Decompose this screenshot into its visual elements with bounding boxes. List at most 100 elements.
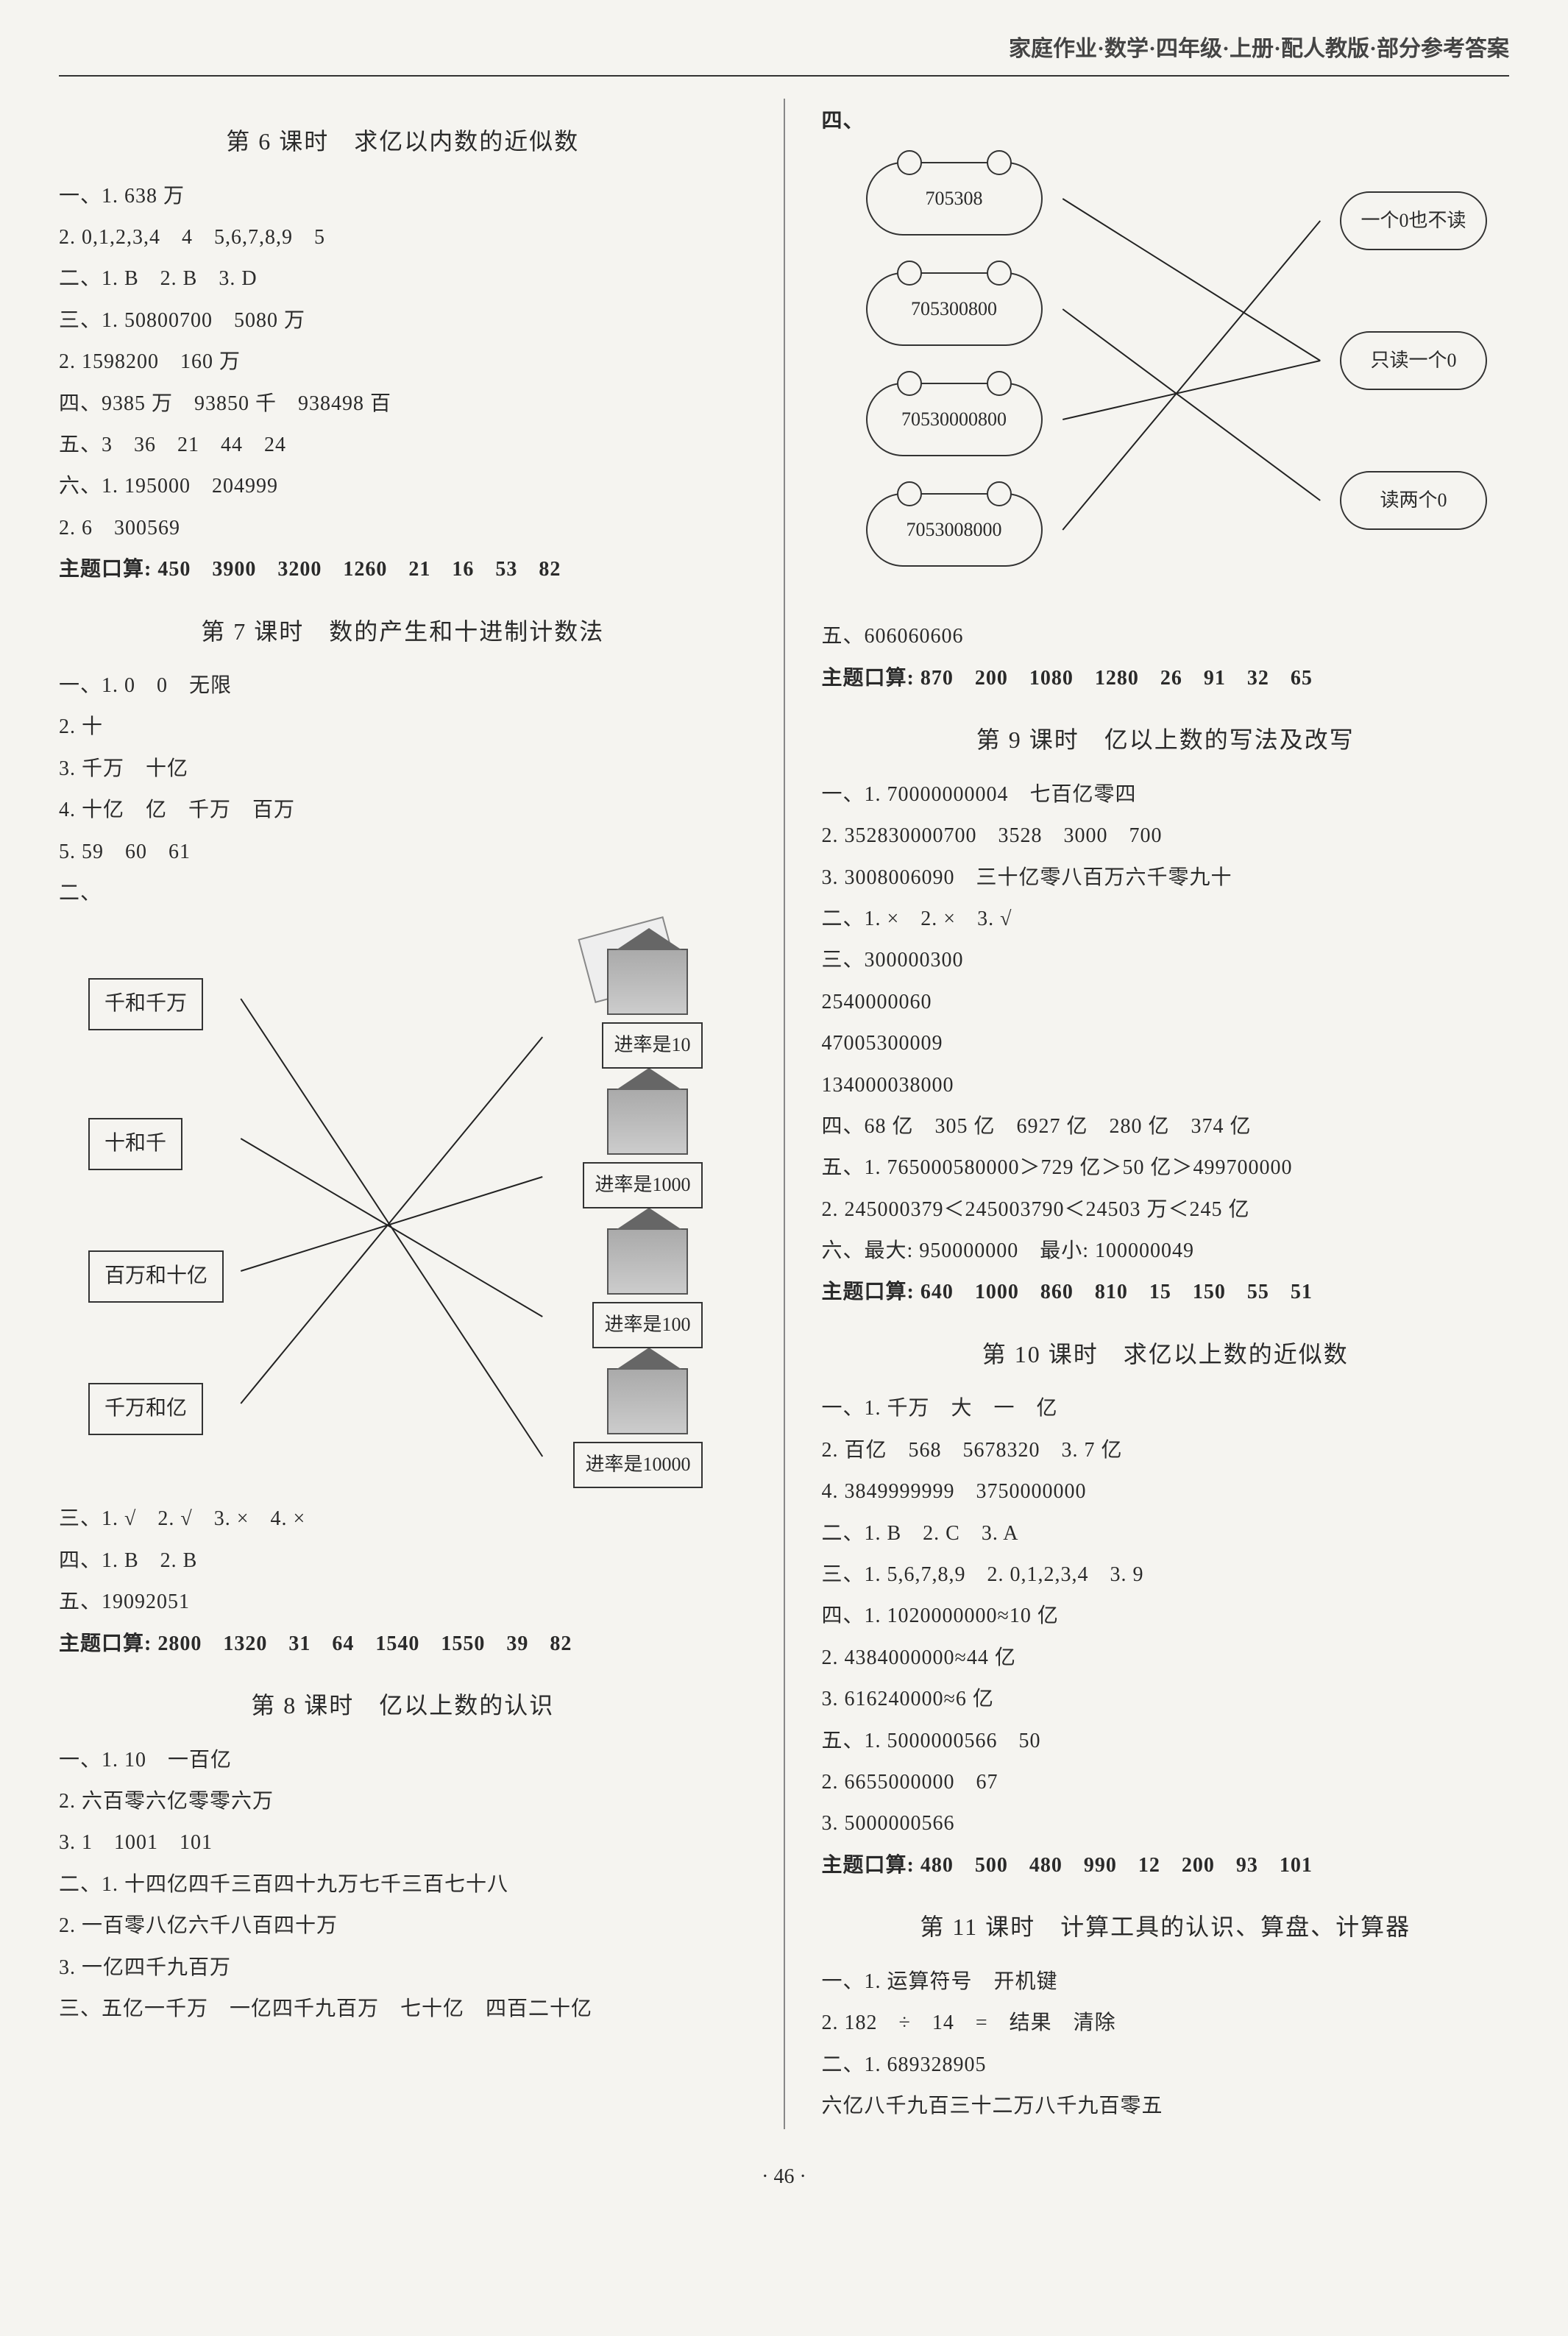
cloud-number: 7053008000 — [866, 493, 1043, 567]
lesson8-body: 一、1. 10 一百亿 2. 六百零六亿零零六万 3. 1 1001 101 二、1.… — [59, 1742, 747, 2028]
text-line: 二、1. 689328905 — [822, 2047, 1510, 2084]
text-line: 2. 0,1,2,3,4 4 5,6,7,8,9 5 — [59, 219, 747, 256]
text-line: 二、1. B 2. B 3. D — [59, 261, 747, 297]
text-line: 3. 一亿四千九百万 — [59, 1950, 747, 1986]
lesson11-title: 第 11 课时 计算工具的认识、算盘、计算器 — [822, 1906, 1510, 1949]
text-line: 2. 6 300569 — [59, 510, 747, 547]
text-line: 2. 百亿 568 5678320 3. 7 亿 — [822, 1432, 1510, 1469]
cloud-number: 705300800 — [866, 272, 1043, 346]
text-line: 二、1. × 2. × 3. √ — [822, 901, 1510, 938]
match-right-box: 进率是100 — [592, 1302, 702, 1348]
right-column: 四、 705308 705300800 70530000800 7053008000 一… — [822, 99, 1510, 2129]
house-icon — [607, 1228, 688, 1295]
text-line: 134000038000 — [822, 1067, 1510, 1104]
text-line: 三、1. √ 2. √ 3. × 4. × — [59, 1501, 747, 1537]
text-line: 四、68 亿 305 亿 6927 亿 280 亿 374 亿 — [822, 1108, 1510, 1145]
text-line: 四、1. B 2. B — [59, 1543, 747, 1579]
cloud-answer: 读两个0 — [1340, 471, 1487, 530]
text-line: 2. 4384000000≈44 亿 — [822, 1640, 1510, 1677]
text-line: 4. 3849999999 3750000000 — [822, 1473, 1510, 1510]
text-line: 主题口算: 870 200 1080 1280 26 91 32 65 — [822, 660, 1510, 697]
match-right-box: 进率是10 — [602, 1022, 702, 1069]
text-line: 2. 6655000000 67 — [822, 1764, 1510, 1801]
match-left-box: 千和千万 — [88, 978, 203, 1030]
text-line: 一、1. 10 一百亿 — [59, 1742, 747, 1779]
text-line: 五、3 36 21 44 24 — [59, 427, 747, 464]
text-line: 2540000060 — [822, 984, 1510, 1021]
text-line: 3. 3008006090 三十亿零八百万六千零九十 — [822, 860, 1510, 896]
lesson10-body: 一、1. 千万 大 一 亿 2. 百亿 568 5678320 3. 7 亿 4. … — [822, 1390, 1510, 1884]
text-line: 三、1. 5,6,7,8,9 2. 0,1,2,3,4 3. 9 — [822, 1557, 1510, 1593]
two-column-layout: 第 6 课时 求亿以内数的近似数 一、1. 638 万 2. 0,1,2,3,4 … — [59, 99, 1509, 2129]
lesson7-bottom: 三、1. √ 2. √ 3. × 4. × 四、1. B 2. B 五、190920… — [59, 1501, 747, 1663]
house-icon — [607, 1368, 688, 1434]
text-line: 二、1. B 2. C 3. A — [822, 1515, 1510, 1552]
text-line: 2. 六百零六亿零零六万 — [59, 1783, 747, 1820]
lesson6-body: 一、1. 638 万 2. 0,1,2,3,4 4 5,6,7,8,9 5 二、1.… — [59, 178, 747, 589]
lesson10-title: 第 10 课时 求亿以上数的近似数 — [822, 1334, 1510, 1376]
left-column: 第 6 课时 求亿以内数的近似数 一、1. 638 万 2. 0,1,2,3,4 … — [59, 99, 747, 2129]
text-line: 一、1. 70000000004 七百亿零四 — [822, 776, 1510, 813]
text-line: 一、1. 638 万 — [59, 178, 747, 215]
text-line: 二、1. 十四亿四千三百四十九万七千三百七十八 — [59, 1866, 747, 1903]
lesson8-cloud-diagram: 705308 705300800 70530000800 7053008000 一个0也… — [822, 147, 1510, 604]
house-icon — [607, 1089, 688, 1155]
lesson7-title: 第 7 课时 数的产生和十进制计数法 — [59, 611, 747, 654]
text-line: 47005300009 — [822, 1025, 1510, 1062]
lesson9-body: 一、1. 70000000004 七百亿零四 2. 352830000700 35… — [822, 776, 1510, 1312]
text-line: 五、1. 5000000566 50 — [822, 1723, 1510, 1760]
text-line: 三、五亿一千万 一亿四千九百万 七十亿 四百二十亿 — [59, 1991, 747, 2028]
text-line: 六、最大: 950000000 最小: 100000049 — [822, 1233, 1510, 1270]
house-icon — [607, 949, 688, 1015]
text-line: 2. 245000379＜245003790＜24503 万＜245 亿 — [822, 1192, 1510, 1228]
page-number: · 46 · — [59, 2159, 1509, 2195]
text-line: 三、300000300 — [822, 942, 1510, 979]
text-line: 3. 千万 十亿 — [59, 751, 747, 787]
text-line: 5. 59 60 61 — [59, 834, 747, 871]
match-right-box: 进率是1000 — [583, 1162, 702, 1208]
text-line: 五、606060606 — [822, 618, 1510, 655]
text-line: 三、1. 50800700 5080 万 — [59, 302, 747, 339]
text-line: 2. 一百零八亿六千八百四十万 — [59, 1908, 747, 1944]
text-line: 五、19092051 — [59, 1584, 747, 1621]
text-line: 四、1. 1020000000≈10 亿 — [822, 1598, 1510, 1635]
text-line: 五、1. 765000580000＞729 亿＞50 亿＞499700000 — [822, 1150, 1510, 1186]
lesson7-top: 一、1. 0 0 无限 2. 十 3. 千万 十亿 4. 十亿 亿 千万 百万 5. 5… — [59, 668, 747, 912]
text-line: 2. 十 — [59, 709, 747, 746]
cloud-answer: 一个0也不读 — [1340, 191, 1487, 250]
lesson6-title: 第 6 课时 求亿以内数的近似数 — [59, 121, 747, 163]
lesson8-cont-after: 五、606060606 主题口算: 870 200 1080 1280 26 91… — [822, 618, 1510, 697]
column-divider — [784, 99, 785, 2129]
text-line: 一、1. 千万 大 一 亿 — [822, 1390, 1510, 1427]
text-line: 3. 5000000566 — [822, 1805, 1510, 1842]
lesson8-cont-label: 四、 — [822, 103, 1510, 140]
text-line: 四、9385 万 93850 千 938498 百 — [59, 386, 747, 422]
text-line: 3. 1 1001 101 — [59, 1824, 747, 1861]
lesson8-title: 第 8 课时 亿以上数的认识 — [59, 1685, 747, 1727]
text-line: 4. 十亿 亿 千万 百万 — [59, 792, 747, 829]
text-line: 六、1. 195000 204999 — [59, 468, 747, 505]
match-left-box: 千万和亿 — [88, 1383, 203, 1434]
text-line: 六亿八千九百三十二万八千九百零五 — [822, 2088, 1510, 2125]
cloud-answer: 只读一个0 — [1340, 331, 1487, 390]
text-line: 主题口算: 480 500 480 990 12 200 93 101 — [822, 1847, 1510, 1884]
cloud-number: 705308 — [866, 162, 1043, 236]
text-line: 主题口算: 640 1000 860 810 15 150 55 51 — [822, 1274, 1510, 1311]
text-line: 主题口算: 450 3900 3200 1260 21 16 53 82 — [59, 551, 747, 588]
lesson11-body: 一、1. 运算符号 开机键 2. 182 ÷ 14 = 结果 清除二、1. 689… — [822, 1964, 1510, 2126]
text-line: 二、 — [59, 875, 747, 912]
text-line: 一、1. 运算符号 开机键 — [822, 1964, 1510, 2000]
match-right-box: 进率是10000 — [573, 1442, 702, 1488]
cloud-number: 70530000800 — [866, 383, 1043, 456]
text-line: 一、1. 0 0 无限 — [59, 668, 747, 704]
text-line: 3. 616240000≈6 亿 — [822, 1681, 1510, 1718]
lesson7-matching-diagram: 千和千万十和千百万和十亿千万和亿 进率是10 进率是1000 进率是100 进率是100… — [59, 927, 747, 1486]
page-header: 家庭作业·数学·四年级·上册·配人教版·部分参考答案 — [59, 29, 1509, 77]
match-left-box: 百万和十亿 — [88, 1250, 224, 1302]
match-left-box: 十和千 — [88, 1118, 182, 1169]
text-line: 2. 182 ÷ 14 = 结果 清除 — [822, 2005, 1510, 2042]
lesson9-title: 第 9 课时 亿以上数的写法及改写 — [822, 719, 1510, 762]
text-line: 主题口算: 2800 1320 31 64 1540 1550 39 82 — [59, 1626, 747, 1663]
text-line: 2. 352830000700 3528 3000 700 — [822, 818, 1510, 854]
text-line: 2. 1598200 160 万 — [59, 344, 747, 381]
